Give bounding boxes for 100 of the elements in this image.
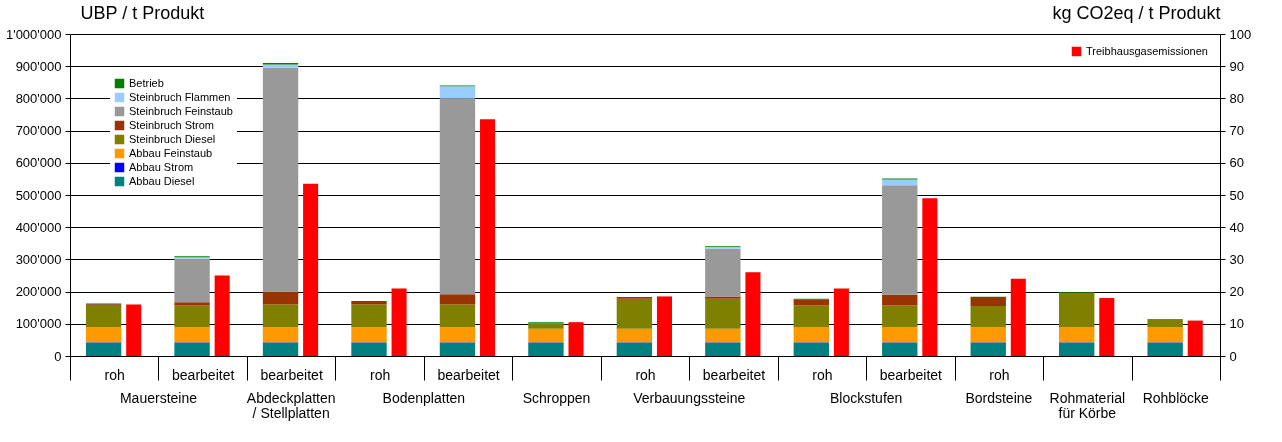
- x-tick-label: bearbeitet: [702, 366, 766, 383]
- bar: [439, 304, 476, 328]
- text: Verbauungssteine: [633, 390, 746, 406]
- bar: [1059, 292, 1095, 328]
- bar: [882, 305, 918, 328]
- bar: [528, 323, 564, 329]
- bar: [705, 248, 741, 297]
- bar: [705, 342, 741, 356]
- text: Blockstufen: [829, 390, 903, 406]
- bar: [528, 342, 564, 356]
- bar: [882, 294, 918, 306]
- legend-label: Steinbruch Strom: [129, 118, 214, 131]
- bar: [882, 185, 918, 295]
- bar: [568, 322, 584, 356]
- bar: [656, 296, 672, 356]
- y-axis-title: UBP / t Produkt: [80, 2, 205, 23]
- x-tick-label: bearbeitet: [879, 366, 943, 383]
- bar: [833, 288, 849, 356]
- bar: [174, 342, 210, 356]
- text: Mauersteine: [119, 390, 198, 406]
- x-tick-label: bearbeitet: [172, 366, 235, 383]
- bar: [126, 304, 142, 356]
- text: Rohmaterial für Körbe: [1049, 390, 1126, 421]
- y2-tick-label: 40: [1229, 219, 1244, 235]
- legend-label: Abbau Diesel: [129, 174, 195, 187]
- bar: [439, 327, 476, 343]
- bar: [528, 328, 564, 343]
- bar: [882, 342, 918, 356]
- bar: [262, 327, 299, 343]
- y2-tick-label: 0: [1229, 348, 1237, 364]
- bar: [174, 302, 210, 306]
- bar: [439, 294, 476, 305]
- x-tick-label: roh: [370, 366, 391, 383]
- bar: [970, 298, 1006, 307]
- text: Bodenplatten: [382, 390, 466, 406]
- legend-label: Abbau Feinstaub: [129, 146, 213, 159]
- y-tick-label: 200'000: [15, 284, 62, 300]
- bar: [1147, 327, 1183, 343]
- y2-tick-label: 70: [1229, 123, 1244, 139]
- y2-tick-label: 60: [1229, 155, 1244, 171]
- text: Bordsteine: [965, 390, 1033, 406]
- bar: [391, 288, 407, 356]
- bar: [174, 258, 210, 303]
- x-tick-label: bearbeitet: [437, 366, 500, 383]
- legend-label: Steinbruch Flammen: [129, 90, 231, 103]
- bar: [262, 342, 299, 356]
- y2-tick-label: 80: [1229, 90, 1244, 106]
- bar: [174, 327, 210, 343]
- x-tick-label: bearbeitet: [260, 366, 323, 383]
- y2-tick-label: 90: [1229, 58, 1244, 74]
- y2-axis-title: kg CO2eq / t Produkt: [1052, 2, 1221, 23]
- y-tick-label: 600'000: [15, 155, 62, 171]
- legend-label: Steinbruch Feinstaub: [129, 104, 233, 117]
- y-tick-label: 1'000'000: [5, 26, 62, 42]
- bar: [1147, 319, 1183, 328]
- bar: [85, 327, 122, 343]
- y-tick-label: 0: [54, 348, 62, 364]
- legend-label: Betrieb: [129, 76, 164, 89]
- y-tick-label: 700'000: [15, 123, 62, 139]
- bar: [616, 342, 653, 356]
- y2-tick-label: 100: [1229, 26, 1252, 42]
- bar: [616, 298, 653, 329]
- bar: [970, 342, 1006, 356]
- bar: [882, 327, 918, 343]
- bar: [439, 342, 476, 356]
- bar: [793, 305, 829, 328]
- y2-tick-label: 10: [1229, 316, 1244, 332]
- bar: [1099, 298, 1115, 356]
- y-tick-label: 400'000: [15, 219, 62, 235]
- bar: [970, 327, 1006, 343]
- bar: [439, 98, 476, 295]
- y2-tick-label: 20: [1229, 284, 1244, 300]
- bar: [351, 342, 387, 356]
- bar: [705, 328, 741, 343]
- y-tick-label: 500'000: [15, 187, 62, 203]
- y-tick-label: 300'000: [15, 251, 62, 267]
- bar: [922, 198, 938, 356]
- bar: [214, 275, 230, 356]
- x-tick-label: roh: [104, 366, 125, 383]
- text: Schroppen: [522, 390, 591, 406]
- bar: [1187, 320, 1203, 356]
- y-tick-label: 900'000: [15, 58, 62, 74]
- bar: [616, 328, 653, 343]
- bar: [480, 119, 496, 356]
- text: Abdeckplatten / Stellplatten: [246, 390, 336, 421]
- bar: [303, 183, 319, 356]
- bar: [1147, 342, 1183, 356]
- bar: [970, 306, 1006, 328]
- bar: [351, 327, 387, 343]
- x-tick-label: roh: [989, 366, 1010, 383]
- bar: [1059, 327, 1095, 343]
- bar: [705, 296, 741, 299]
- x-tick-label: roh: [635, 366, 656, 383]
- bar: [262, 304, 299, 328]
- bar: [745, 272, 761, 356]
- y-tick-label: 800'000: [15, 90, 62, 106]
- bar: [793, 342, 829, 356]
- bar: [439, 86, 476, 99]
- y2-tick-label: 50: [1229, 187, 1244, 203]
- bar: [85, 342, 122, 356]
